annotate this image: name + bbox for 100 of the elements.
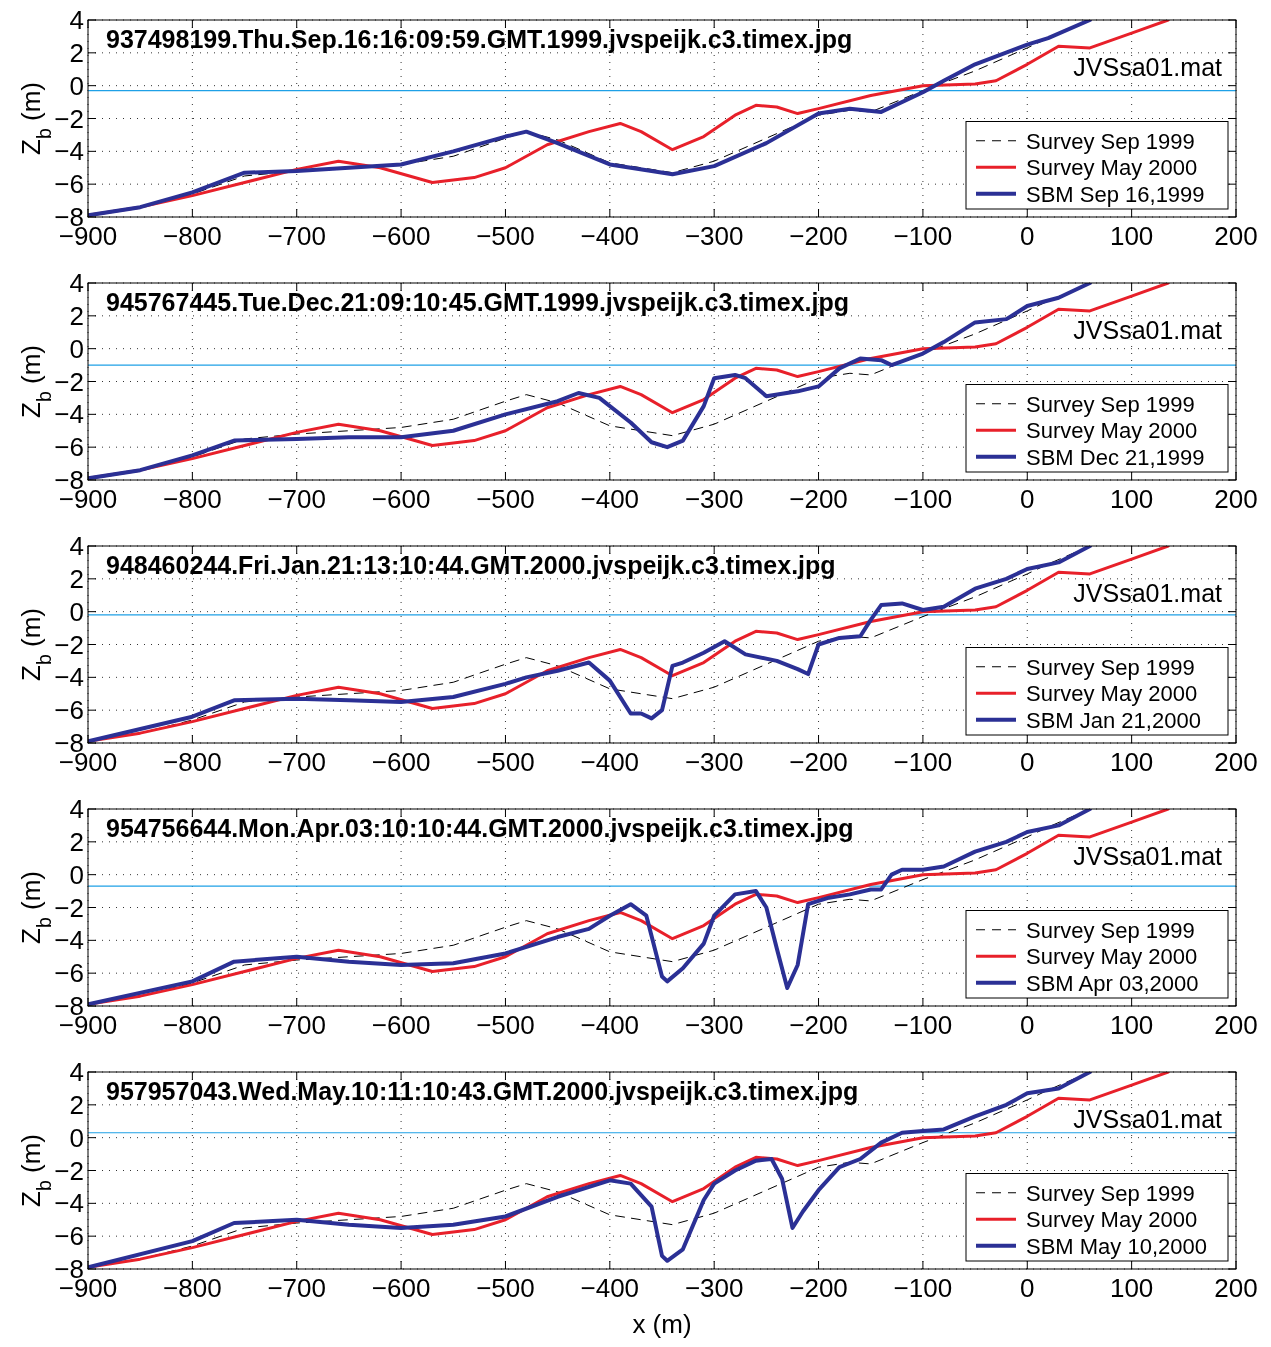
y-tick-label: −6 [54, 432, 84, 463]
x-tick-label: −300 [684, 747, 744, 777]
legend-label: Survey Sep 1999 [1026, 391, 1195, 417]
x-tick-label: −200 [789, 1010, 848, 1040]
legend-label: SBM Dec 21,1999 [1026, 444, 1205, 470]
y-tick-label: −4 [54, 1188, 84, 1219]
x-tick-label: −800 [163, 1010, 222, 1040]
x-tick-label: 200 [1214, 1010, 1258, 1040]
legend-label: SBM May 10,2000 [1026, 1233, 1207, 1259]
y-tick-label: −2 [54, 1155, 84, 1186]
legend-label: Survey May 2000 [1026, 1207, 1198, 1233]
x-tick-label: −100 [893, 1273, 953, 1303]
legend-label: Survey Sep 1999 [1026, 1180, 1195, 1206]
x-tick-label: 200 [1214, 484, 1258, 514]
x-tick-label: −700 [267, 221, 327, 251]
x-tick-label: −500 [476, 1273, 535, 1303]
annotation: JVSsa01.mat [1073, 842, 1223, 870]
chart-title: 957957043.Wed.May.10:11:10:43.GMT.2000.jvspeijk.c3.timex.jpg [106, 1077, 859, 1105]
x-tick-label: −500 [476, 484, 535, 514]
legend-label: Survey Sep 1999 [1026, 917, 1195, 943]
chart-title: 954756644.Mon.Apr.03:10:10:44.GMT.2000.jvspeijk.c3.timex.jpg [106, 814, 854, 842]
x-tick-label: −400 [580, 484, 640, 514]
x-tick-label: 0 [1020, 747, 1035, 777]
x-tick-label: −400 [580, 1273, 640, 1303]
x-tick-label: 0 [1020, 221, 1035, 251]
x-tick-label: −800 [163, 484, 222, 514]
x-tick-label: −500 [476, 221, 535, 251]
x-tick-label: −800 [163, 1273, 222, 1303]
y-tick-label: 4 [69, 1057, 84, 1087]
y-tick-label: 2 [69, 37, 84, 68]
x-tick-label: −400 [580, 1010, 640, 1040]
x-tick-label: −100 [893, 221, 953, 251]
x-tick-label: 0 [1020, 1010, 1035, 1040]
x-tick-label: −300 [684, 221, 744, 251]
y-tick-label: −4 [54, 925, 84, 956]
x-tick-label: −100 [893, 1010, 953, 1040]
x-tick-label: 0 [1020, 484, 1035, 514]
x-tick-label: −600 [371, 747, 431, 777]
y-tick-label: −2 [54, 103, 84, 134]
x-tick-label: −300 [684, 1010, 744, 1040]
x-tick-label: −500 [476, 1010, 535, 1040]
x-tick-label: −600 [371, 484, 431, 514]
y-tick-label: 0 [69, 333, 84, 364]
x-tick-label: −200 [789, 747, 848, 777]
y-tick-label: −6 [54, 169, 84, 200]
x-tick-label: 200 [1214, 747, 1258, 777]
x-tick-label: −700 [267, 1010, 327, 1040]
x-tick-label: −200 [789, 484, 848, 514]
x-axis-title: x (m) [632, 1309, 692, 1339]
y-tick-label: −6 [54, 695, 84, 726]
y-tick-label: −2 [54, 366, 84, 397]
chart-title: 948460244.Fri.Jan.21:13:10:44.GMT.2000.jvspeijk.c3.timex.jpg [106, 551, 836, 579]
x-tick-label: −800 [163, 221, 222, 251]
y-tick-label: 0 [69, 70, 84, 101]
legend-label: Survey May 2000 [1026, 418, 1198, 444]
legend-label: Survey Sep 1999 [1026, 654, 1195, 680]
x-tick-label: 100 [1109, 221, 1154, 251]
y-tick-label: 0 [69, 596, 84, 627]
y-tick-label: −4 [54, 136, 84, 167]
y-tick-label: 2 [69, 826, 84, 857]
x-tick-label: −600 [371, 221, 431, 251]
x-tick-label: −800 [163, 747, 222, 777]
x-tick-label: −500 [476, 747, 535, 777]
x-tick-label: 0 [1020, 1273, 1035, 1303]
y-tick-label: 0 [69, 1122, 84, 1153]
annotation: JVSsa01.mat [1073, 579, 1223, 607]
legend-label: Survey May 2000 [1026, 681, 1198, 707]
x-tick-label: 100 [1109, 484, 1154, 514]
legend-label: Survey May 2000 [1026, 944, 1198, 970]
annotation: JVSsa01.mat [1073, 53, 1223, 81]
x-tick-label: −600 [371, 1273, 431, 1303]
legend-label: Survey May 2000 [1026, 155, 1198, 181]
legend-label: Survey Sep 1999 [1026, 128, 1195, 154]
chart-title: 945767445.Tue.Dec.21:09:10:45.GMT.1999.jvspeijk.c3.timex.jpg [106, 288, 850, 316]
annotation: JVSsa01.mat [1073, 316, 1223, 344]
x-tick-label: −700 [267, 747, 327, 777]
x-tick-label: 100 [1109, 1010, 1154, 1040]
chart-title: 937498199.Thu.Sep.16:16:09:59.GMT.1999.jvspeijk.c3.timex.jpg [106, 25, 853, 53]
y-tick-label: −4 [54, 399, 84, 430]
x-tick-label: −300 [684, 1273, 744, 1303]
legend-label: SBM Apr 03,2000 [1026, 970, 1199, 996]
y-tick-label: 0 [69, 859, 84, 890]
y-tick-label: 4 [69, 268, 84, 298]
y-tick-label: 2 [69, 1089, 84, 1120]
y-tick-label: 4 [69, 5, 84, 35]
y-tick-label: 4 [69, 794, 84, 824]
x-tick-label: −400 [580, 747, 640, 777]
y-tick-label: 4 [69, 531, 84, 561]
legend-label: SBM Jan 21,2000 [1026, 707, 1201, 733]
x-tick-label: −600 [371, 1010, 431, 1040]
y-tick-label: −2 [54, 892, 84, 923]
x-tick-label: 200 [1214, 1273, 1258, 1303]
y-tick-label: −6 [54, 958, 84, 989]
x-tick-label: −100 [893, 484, 953, 514]
x-tick-label: 100 [1109, 1273, 1154, 1303]
x-tick-label: 200 [1214, 221, 1258, 251]
x-tick-label: −400 [580, 221, 640, 251]
y-tick-label: −4 [54, 662, 84, 693]
x-tick-label: −700 [267, 484, 327, 514]
x-tick-label: 100 [1109, 747, 1154, 777]
